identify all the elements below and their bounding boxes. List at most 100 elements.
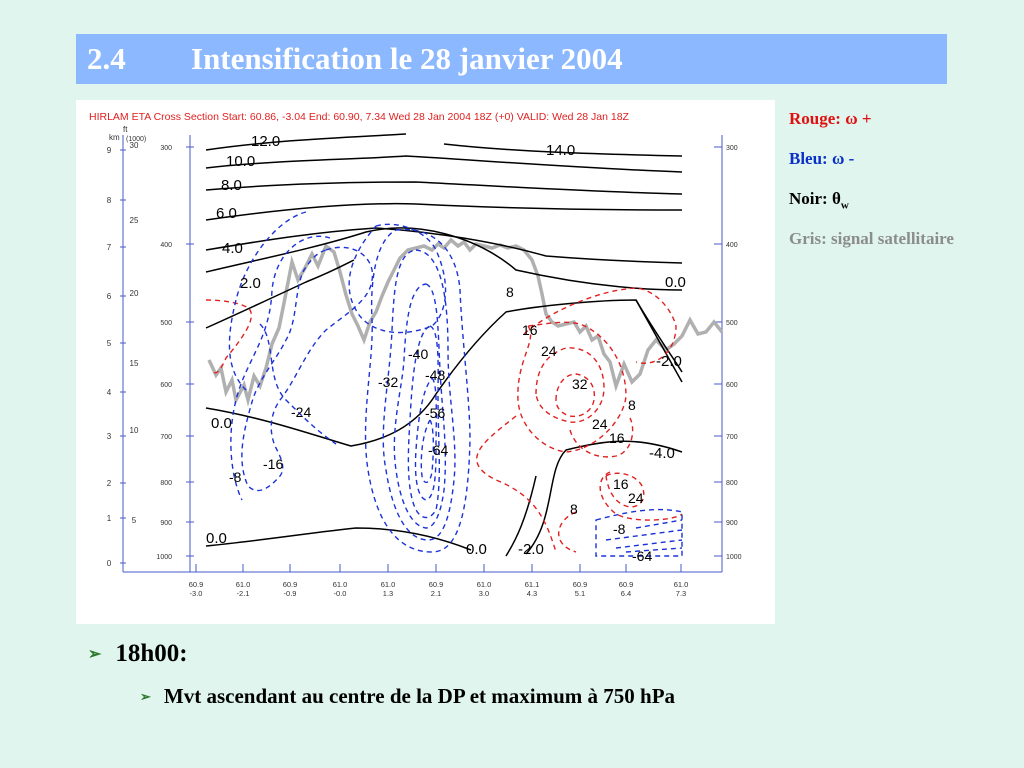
ft-tick-label: 25 [130,216,139,225]
ft-tick-label: 20 [130,289,139,298]
ft-tick-label: 30 [130,141,139,150]
x-tick-lat: 60.9 [573,580,588,589]
km-tick-label: 7 [107,243,112,252]
bullet-level2-text: Mvt ascendant au centre de la DP et maxi… [163,684,676,708]
legend-grey: Gris: signal satellitaire [789,229,954,248]
omega-negative-label: -40 [408,346,428,362]
pressure-tick-label-left: 1000 [156,554,172,561]
pressure-tick-label-left: 800 [160,480,172,487]
slide-title: Intensification le 28 janvier 2004 [191,41,623,76]
omega-negative-label: -64 [428,442,448,458]
pressure-tick-label-left: 500 [160,320,172,327]
pressure-tick-label-right: 600 [726,382,738,389]
omega-negative-label: -8 [229,469,242,485]
legend-red: Rouge: ω + [789,109,872,128]
omega-positive-contours [205,287,683,553]
satellite-signal-line [207,237,724,407]
theta-w-label: 4.0 [222,240,243,257]
km-axis-ticks: 9 8 7 6 5 4 3 2 1 0 [107,146,126,568]
ft-axis-ticks: 30 25 20 15 10 5 [130,141,139,525]
omega-negative-label: -8 [613,521,626,537]
ft-axis-unit: (1000) [126,136,146,143]
pressure-tick-label-left: 600 [160,382,172,389]
theta-w-label: -4.0 [649,445,675,462]
omega-negative-labels: -40 -48 -32 -56 -24 -64 -16 -8 -8 -64 [229,346,652,564]
pressure-axis-ticks: 300 300 400 400 500 500 600 600 700 700 800 800 900 9… [156,145,741,561]
legend-blue: Bleu: ω - [789,149,855,168]
omega-positive-label: 8 [628,397,636,413]
ft-tick-label: 5 [132,516,137,525]
theta-w-label: 6.0 [216,205,237,222]
x-tick-lon: 7.3 [676,589,686,598]
theta-w-label: -2.0 [656,353,682,370]
bullet-arrow-icon: ➢ [88,646,102,663]
theta-w-label: 0.0 [665,274,686,291]
pressure-tick-label-right: 800 [726,480,738,487]
omega-negative-label: -24 [291,404,311,420]
omega-negative-label: -48 [425,367,445,383]
omega-positive-label: 8 [570,501,578,517]
bullet-level1: ➢ 18h00: [88,640,188,668]
x-tick-lon: 5.1 [575,589,585,598]
bullet-arrow-icon: ➢ [140,688,151,704]
km-axis-label: km [109,133,120,142]
slide-title-bar: 2.4 Intensification le 28 janvier 2004 [76,34,947,84]
pressure-tick-label-right: 400 [726,242,738,249]
x-axis-ticks: 60.9-3.061.0-2.160.9-0.961.0-0.061.01.36… [189,564,688,598]
pressure-tick-label-right: 300 [726,145,738,152]
x-tick-lon: 4.3 [527,589,537,598]
x-tick-lon: -0.0 [334,589,347,598]
theta-w-label: 0.0 [211,415,232,432]
km-tick-label: 5 [107,339,112,348]
km-tick-label: 9 [107,146,112,155]
cross-section-figure: HIRLAM ETA Cross Section Start: 60.86, -… [76,100,775,624]
theta-w-label: 0.0 [206,530,227,547]
theta-w-label: 2.0 [240,275,261,292]
theta-w-label: 12.0 [251,133,280,150]
x-tick-lon: -0.9 [284,589,297,598]
pressure-tick-label-left: 400 [160,242,172,249]
axes [122,135,723,573]
omega-negative-label: -64 [632,548,652,564]
x-tick-lat: 61.0 [333,580,348,589]
omega-negative-label: -16 [263,456,283,472]
bullet-level2: ➢ Mvt ascendant au centre de la DP et ma… [140,684,675,709]
x-tick-lat: 61.0 [381,580,396,589]
legend: Rouge: ω + Bleu: ω - Noir: θw Gris: sign… [789,110,954,270]
pressure-tick-label-left: 900 [160,520,172,527]
pressure-tick-label-left: 300 [160,145,172,152]
x-tick-lat: 60.9 [283,580,298,589]
pressure-tick-label-right: 500 [726,320,738,327]
x-tick-lat: 61.0 [236,580,251,589]
km-tick-label: 8 [107,196,112,205]
omega-negative-label: -32 [378,374,398,390]
omega-positive-label: 16 [522,322,538,338]
omega-positive-label: 24 [592,416,608,432]
legend-black: Noir: θw [789,189,849,212]
x-tick-lat: 60.9 [189,580,204,589]
theta-w-labels: 12.0 14.0 10.0 8.0 6.0 4.0 2.0 0.0 -2.0 0.0 -4.0 0.… [206,133,686,558]
pressure-tick-label-right: 700 [726,434,738,441]
omega-positive-label: 8 [506,284,514,300]
km-tick-label: 6 [107,292,112,301]
x-tick-lon: -2.1 [237,589,250,598]
omega-positive-label: 24 [541,343,557,359]
x-tick-lat: 60.9 [429,580,444,589]
km-tick-label: 2 [107,479,112,488]
bullet-level1-text: 18h00: [115,640,188,667]
x-tick-lon: 2.1 [431,589,441,598]
theta-w-label: 8.0 [221,177,242,194]
theta-w-label: 14.0 [546,142,575,159]
omega-positive-label: 32 [572,376,588,392]
pressure-tick-label-right: 1000 [726,554,742,561]
x-tick-lon: 3.0 [479,589,489,598]
omega-negative-contours [228,211,683,557]
theta-w-label: 0.0 [466,541,487,558]
ft-tick-label: 10 [130,426,139,435]
omega-positive-label: 16 [613,476,629,492]
ft-tick-label: 15 [130,359,139,368]
theta-w-label: -2.0 [518,541,544,558]
x-tick-lon: -3.0 [190,589,203,598]
x-tick-lat: 60.9 [619,580,634,589]
